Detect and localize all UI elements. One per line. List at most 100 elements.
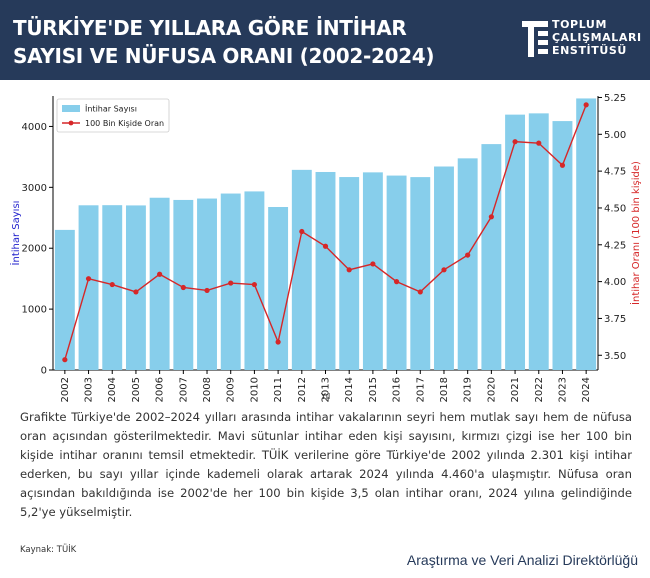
rate-point-2016 [393,279,400,285]
legend-box [56,98,170,133]
x-tick-label-2003: 2003 [84,377,95,402]
bar-2006 [149,197,170,370]
bar-2021 [505,114,526,370]
rate-point-2004 [109,281,115,288]
rate-point-2003 [85,276,92,282]
rate-point-2010 [251,281,258,288]
bar-2024 [576,98,597,371]
rate-point-2017 [417,289,423,295]
bar-2002 [54,229,75,370]
bar-2011 [268,207,289,370]
rate-point-2018 [441,267,447,273]
legend-label-bars: İntihar Sayısı [85,104,137,114]
right-tick-label: 4.50 [604,203,626,214]
rate-point-2024 [583,102,589,108]
legend-swatch-bars [62,105,80,112]
x-tick-label-2013: 2013 [321,377,332,402]
bar-2004 [102,205,123,370]
bar-2016 [386,175,407,370]
x-tick-label-2009: 2009 [226,377,237,402]
brand-line-1: TOPLUM [552,18,608,31]
right-axis-title: İntihar Oranı (100 bin kişide) [629,161,642,305]
rate-point-2013 [322,243,329,249]
right-tick-label: 4.25 [604,240,626,251]
x-tick-label-2010: 2010 [249,377,260,402]
brand-line-2: ÇALIŞMALARI [552,31,642,44]
bar-2017 [410,177,431,370]
rate-point-2007 [180,284,186,291]
left-tick-label: 1000 [22,305,47,316]
bar-2019 [457,158,478,370]
bar-2013 [315,171,336,370]
x-axis-title: Yıl [320,392,330,401]
x-tick-label-2021: 2021 [510,377,521,402]
brand-logo: TOPLUM ÇALIŞMALARI ENSTİTÜSÜ [522,18,648,62]
x-tick-label-2007: 2007 [178,377,189,402]
rate-point-2011 [275,339,281,345]
x-tick-label-2002: 2002 [60,377,71,402]
legend-swatch-marker [68,120,74,126]
rate-point-2015 [370,261,376,267]
rate-point-2002 [62,357,68,363]
bar-2012 [291,169,312,370]
right-tick-label: 3.75 [604,314,626,325]
rate-point-2005 [133,289,139,295]
combo-chart: 0 1000 2000 3000 4000 3.50 3.75 4.00 4.25 4.50 4.7… [9,93,642,402]
right-tick-label: 3.50 [604,351,626,362]
rate-point-2009 [228,280,234,286]
bar-2020 [481,144,502,370]
bar-2022 [528,113,549,370]
x-tick-label-2014: 2014 [344,377,355,402]
legend-label-line: 100 Bin Kişide Oran [85,119,164,128]
x-tick-label-2008: 2008 [202,377,213,402]
right-tick-label: 5.25 [604,93,626,104]
rate-point-2022 [536,140,542,146]
left-tick-label: 4000 [22,122,47,133]
x-tick-label-2019: 2019 [463,377,474,402]
x-tick-label-2023: 2023 [557,377,568,402]
chart-description: Grafikte Türkiye'de 2002–2024 yılları ar… [20,410,632,519]
rate-point-2021 [512,139,518,145]
x-tick-label-2004: 2004 [107,377,118,402]
page-title: TÜRKİYE'DE YILLARA GÖRE İNTİHAR SAYISI V… [13,16,435,68]
institute-logo-icon [522,21,548,57]
bar-2003 [78,205,99,370]
x-tick-label-2005: 2005 [131,377,142,402]
rate-point-2019 [465,252,471,258]
bar-2010 [244,191,265,370]
left-tick-label: 2000 [22,244,47,255]
left-axis-title: İntihar Sayısı [9,201,22,266]
x-tick-label-2018: 2018 [439,377,450,402]
rate-point-2008 [204,287,210,294]
x-tick-label-2012: 2012 [297,377,308,402]
bar-2014 [339,177,360,370]
x-tick-label-2020: 2020 [486,377,497,402]
x-tick-label-2024: 2024 [581,377,592,402]
x-tick-label-2017: 2017 [415,377,426,402]
brand-line-3: ENSTİTÜSÜ [552,44,627,57]
left-tick-label: 0 [41,366,47,377]
right-tick-label: 5.00 [604,130,626,141]
x-tick-label-2016: 2016 [392,377,403,402]
bar-2015 [362,172,383,370]
bar-2023 [552,121,573,370]
right-tick-label: 4.75 [604,167,626,178]
x-tick-label-2011: 2011 [273,377,284,402]
rate-point-2006 [157,271,163,277]
header-banner: TÜRKİYE'DE YILLARA GÖRE İNTİHAR SAYISI V… [0,0,650,80]
brand-name: TOPLUM ÇALIŞMALARI ENSTİTÜSÜ [552,18,642,57]
x-tick-label-2015: 2015 [368,377,379,402]
rate-point-2020 [488,214,494,220]
left-tick-label: 3000 [22,183,47,194]
department-name: Araştırma ve Veri Analizi Direktörlüğü [406,552,638,568]
bar-2005 [125,205,146,370]
rate-point-2023 [559,162,566,168]
chart-area: 0 1000 2000 3000 4000 3.50 3.75 4.00 4.25 4.50 4.7… [0,88,650,403]
bar-2008 [197,198,217,370]
rate-point-2012 [299,228,305,235]
rate-point-2014 [346,267,352,273]
x-tick-label-2022: 2022 [534,377,545,402]
right-tick-label: 4.00 [604,277,626,288]
source-note: Kaynak: TÜİK [20,545,77,555]
x-tick-label-2006: 2006 [155,377,166,402]
